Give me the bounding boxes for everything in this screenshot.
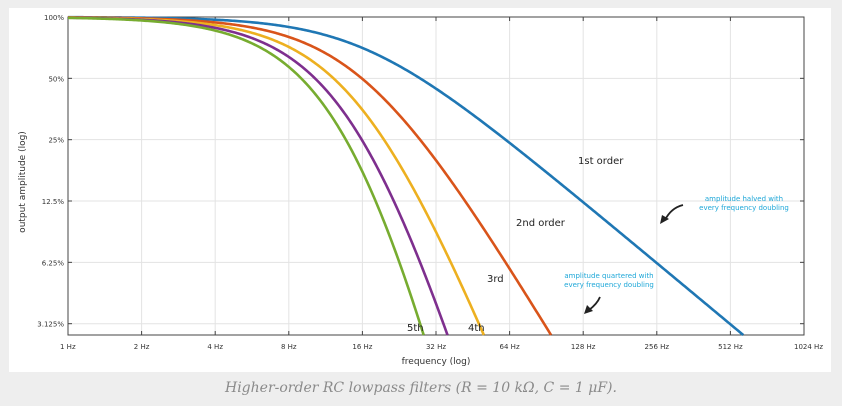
series-label-4th: 4th [468,323,485,334]
chart: 1 Hz 2 Hz 4 Hz 8 Hz 16 Hz 32 Hz 64 Hz 128 Hz 256… [18,14,823,367]
annotation-halved: amplitude halved with every frequency do… [660,195,789,224]
annotation-quartered: amplitude quartered with every frequency… [564,272,654,314]
figure: 1 Hz 2 Hz 4 Hz 8 Hz 16 Hz 32 Hz 64 Hz 128 Hz 256… [9,8,831,372]
x-tick-label: 8 Hz [281,343,297,351]
series-line-4th [67,16,449,336]
series-label-1st-order: 1st order [578,156,624,167]
y-tick-label: 100% [44,14,64,22]
annotation-quartered-line1: amplitude quartered with [564,272,653,280]
figure-caption: Higher-order RC lowpass filters (R = 10 … [225,380,617,396]
series-label-2nd-order: 2nd order [516,218,566,229]
annotation-halved-line2: every frequency doubling [699,204,789,212]
x-tick-label: 64 Hz [500,343,520,351]
annotation-quartered-arrowhead-icon [584,305,593,314]
y-tick-label: 50% [48,75,64,83]
x-axis-label: frequency (log) [402,357,471,367]
x-tick-label: 32 Hz [426,343,446,351]
x-tick-label: 16 Hz [352,343,372,351]
series-label-5th: 5th [407,323,424,334]
y-axis-label: output amplitude (log) [18,131,28,233]
annotation-quartered-line2: every frequency doubling [564,281,654,289]
x-tick-label: 4 Hz [207,343,223,351]
x-tick-label: 2 Hz [134,343,150,351]
series-label-3rd: 3rd [487,274,504,285]
annotation-halved-arrow-icon [664,204,684,221]
annotation-quartered-arrow-icon [588,296,601,311]
x-tick-label: 128 Hz [571,343,596,351]
curves [67,15,745,336]
x-tick-label: 512 Hz [718,343,743,351]
series-line-1st-order [67,15,745,336]
y-tick-label: 6.25% [42,259,65,267]
y-tick-label: 12.5% [42,198,65,206]
grid [68,17,804,335]
y-tick-label: 25% [48,137,64,145]
x-tick-label: 1024 Hz [794,343,823,351]
ticks: 1 Hz 2 Hz 4 Hz 8 Hz 16 Hz 32 Hz 64 Hz 128 Hz 256… [37,14,823,351]
x-tick-label: 1 Hz [60,343,76,351]
series-line-2nd-order [67,16,553,336]
x-tick-label: 256 Hz [645,343,670,351]
series-line-5th [67,16,425,336]
annotation-halved-line1: amplitude halved with [705,195,783,203]
y-tick-label: 3.125% [37,321,64,329]
annotation-halved-arrowhead-icon [660,215,669,224]
series-line-3rd [67,16,486,336]
